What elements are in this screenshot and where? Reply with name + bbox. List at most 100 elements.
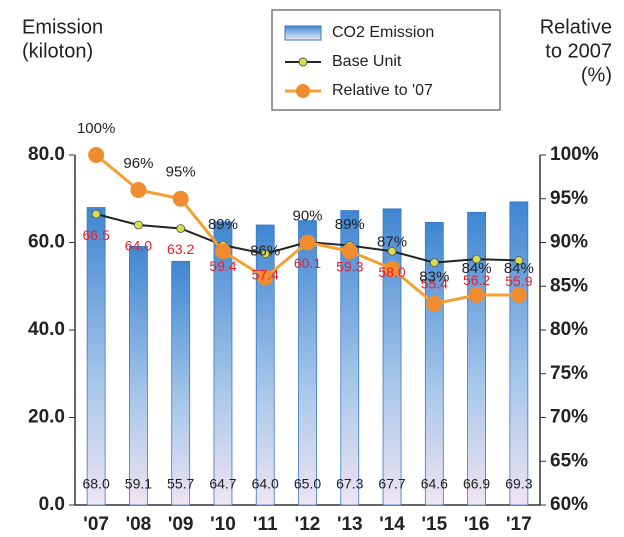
marker (214, 243, 231, 260)
x-tick-label: '11 (253, 514, 278, 535)
marker (514, 256, 524, 265)
legend-marker (298, 57, 308, 67)
legend-marker (296, 84, 310, 98)
y-tick-label: 40.0 (28, 319, 65, 340)
base-unit-label: 56.2 (463, 272, 490, 288)
y2-tick-label: 75% (550, 363, 588, 384)
y2-tick-label: 95% (550, 188, 588, 209)
y-tick-label: 60.0 (28, 232, 65, 253)
bar (86, 207, 106, 506)
bar-label: 68.0 (83, 476, 110, 492)
marker (384, 260, 401, 277)
marker (299, 234, 316, 251)
y2-tick-label: 100% (550, 144, 599, 165)
base-unit-label: 57.4 (252, 267, 279, 283)
marker (134, 220, 143, 230)
x-tick-label: '12 (295, 514, 321, 535)
relative-label: 100% (77, 120, 115, 137)
bar-label: 64.0 (252, 476, 279, 492)
bar (509, 201, 529, 506)
x-tick-label: '10 (210, 514, 236, 535)
bar (424, 221, 444, 506)
marker (472, 254, 481, 264)
legend-swatch (284, 25, 322, 41)
bar (213, 221, 233, 506)
bar-label: 55.7 (167, 476, 194, 492)
bar (129, 246, 148, 506)
bar (255, 224, 275, 506)
bar (467, 211, 486, 506)
marker (429, 258, 439, 268)
x-tick-label: '14 (379, 514, 405, 535)
bar-label: 69.3 (505, 476, 532, 492)
y2-axis-label: Relative (540, 16, 612, 38)
bar (340, 210, 360, 506)
y-axis-label: (kiloton) (22, 40, 93, 62)
x-tick-label: '07 (83, 514, 109, 535)
y2-axis-label: to 2007 (545, 40, 612, 62)
y2-tick-label: 80% (550, 319, 588, 340)
marker (468, 287, 485, 303)
marker (91, 209, 101, 219)
marker (510, 287, 527, 303)
x-tick-label: '08 (126, 514, 152, 535)
relative-label: 87% (377, 234, 407, 251)
marker (176, 224, 186, 233)
x-tick-label: '17 (506, 514, 532, 535)
y2-tick-label: 65% (550, 450, 588, 471)
base-unit-label: 63.2 (167, 241, 194, 257)
bar (298, 220, 317, 506)
y-tick-label: 20.0 (28, 407, 65, 428)
base-unit-label: 55.9 (505, 273, 532, 289)
marker (260, 249, 270, 259)
base-unit-label: 59.4 (209, 258, 236, 274)
base-unit-label: 66.5 (83, 227, 110, 243)
y2-tick-label: 90% (550, 232, 588, 253)
base-unit-label: 60.1 (294, 255, 321, 271)
y-tick-label: 80.0 (28, 144, 65, 165)
marker (341, 243, 358, 260)
relative-label: 84% (462, 260, 492, 277)
marker (172, 190, 189, 207)
bar-label: 67.3 (336, 476, 363, 492)
bar (171, 260, 191, 506)
bar-label: 66.9 (463, 476, 490, 492)
base-unit-label: 64.0 (125, 238, 152, 254)
base-unit-label: 55.4 (421, 275, 448, 291)
legend-label: Base Unit (332, 53, 402, 70)
y2-tick-label: 70% (550, 407, 588, 428)
marker (130, 182, 147, 198)
x-tick-label: '09 (168, 514, 194, 535)
bar-label: 67.7 (378, 476, 405, 492)
bar-label: 64.7 (209, 476, 236, 492)
x-tick-label: '13 (337, 514, 363, 535)
bar (382, 208, 402, 506)
y2-tick-label: 85% (550, 275, 588, 296)
y2-tick-label: 60% (550, 494, 588, 515)
marker (88, 147, 105, 163)
bar-label: 59.1 (125, 476, 152, 492)
relative-label: 89% (335, 216, 365, 233)
relative-label: 86% (250, 242, 280, 259)
marker (426, 295, 443, 312)
relative-label: 83% (419, 269, 449, 286)
relative-label: 84% (504, 260, 534, 277)
y-tick-label: 0.0 (39, 494, 65, 515)
bar-label: 65.0 (294, 476, 321, 492)
base-unit-label: 59.3 (336, 258, 363, 274)
x-tick-label: '15 (421, 514, 447, 535)
legend-label: Relative to '07 (332, 82, 433, 99)
relative-label: 90% (292, 207, 322, 224)
base-unit-label: 58.0 (378, 264, 405, 280)
relative-label: 95% (166, 164, 196, 181)
y-axis-label: Emission (22, 16, 103, 38)
marker (257, 269, 274, 286)
bar-label: 64.6 (421, 476, 448, 492)
y2-axis-label: (%) (581, 64, 612, 86)
relative-label: 89% (208, 216, 238, 233)
marker (387, 246, 397, 256)
x-tick-label: '16 (464, 514, 490, 535)
relative-label: 96% (123, 155, 153, 172)
legend-label: CO2 Emission (332, 24, 434, 41)
